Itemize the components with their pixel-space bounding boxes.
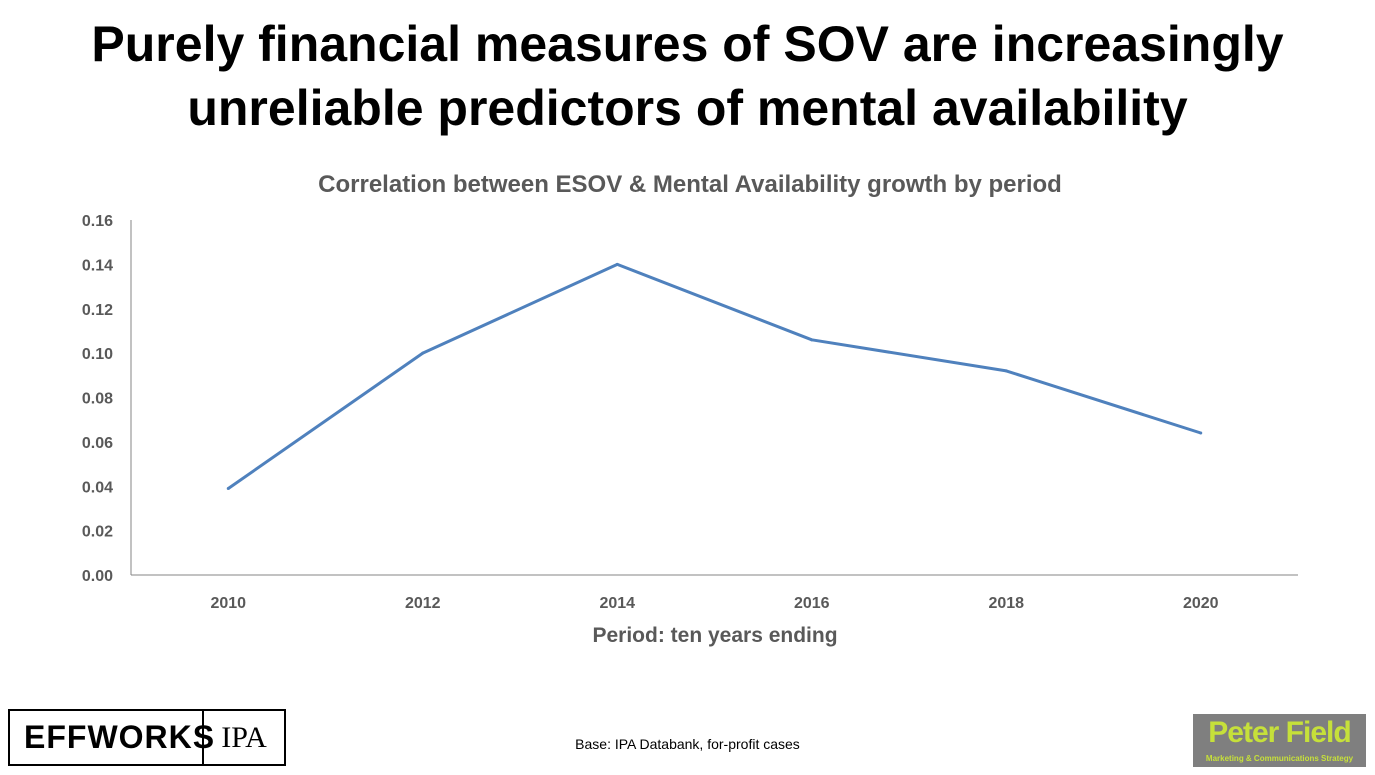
x-tick-label: 2010 [210,595,246,612]
x-tick-label: 2018 [988,595,1024,612]
peter-field-logo-tagline: Marketing & Communications Strategy [1205,754,1354,763]
line-chart: Correlation between ESOV & Mental Availa… [82,171,1298,647]
y-tick-label: 0.04 [82,479,113,496]
effworks-ipa-logo: EFFWORKS IPA [8,709,286,766]
y-tick-label: 0.12 [82,302,113,319]
footnote: Base: IPA Databank, for-profit cases [575,736,800,752]
x-tick-label: 2014 [599,595,635,612]
effworks-logo-text: EFFWORKS [24,719,216,755]
y-tick-label: 0.10 [82,346,113,363]
y-tick-label: 0.06 [82,435,113,452]
y-tick-label: 0.16 [82,213,113,230]
data-point [810,338,814,342]
y-tick-label: 0.14 [82,257,113,274]
data-point [615,262,619,266]
data-point [1004,369,1008,373]
x-tick-label: 2012 [405,595,441,612]
data-point [421,351,425,355]
data-point [226,486,230,490]
x-tick-label: 2020 [1183,595,1219,612]
data-point [1199,431,1203,435]
y-axis-ticks: 0.00 0.02 0.04 0.06 0.08 0.10 0.12 0.14 0.16 [82,213,113,585]
peter-field-logo-name: Peter Field [1208,716,1351,749]
peter-field-logo: Peter Field Marketing & Communications S… [1193,714,1366,767]
series-line [227,262,1202,490]
y-tick-label: 0.08 [82,391,113,408]
x-tick-label: 2016 [794,595,830,612]
ipa-logo-text: IPA [221,720,267,754]
slide-title-line-1: Purely financial measures of SOV are inc… [91,16,1284,72]
y-tick-label: 0.02 [82,524,113,541]
logo-divider [202,709,204,766]
chart-title: Correlation between ESOV & Mental Availa… [318,171,1062,198]
series-group [226,262,1203,490]
x-axis-title: Period: ten years ending [592,624,837,647]
slide-title-line-2: unreliable predictors of mental availabi… [187,80,1188,136]
x-axis-ticks: 2010 2012 2014 2016 2018 2020 [210,595,1218,612]
slide-title: Purely financial measures of SOV are inc… [0,12,1375,140]
y-tick-label: 0.00 [82,568,113,585]
